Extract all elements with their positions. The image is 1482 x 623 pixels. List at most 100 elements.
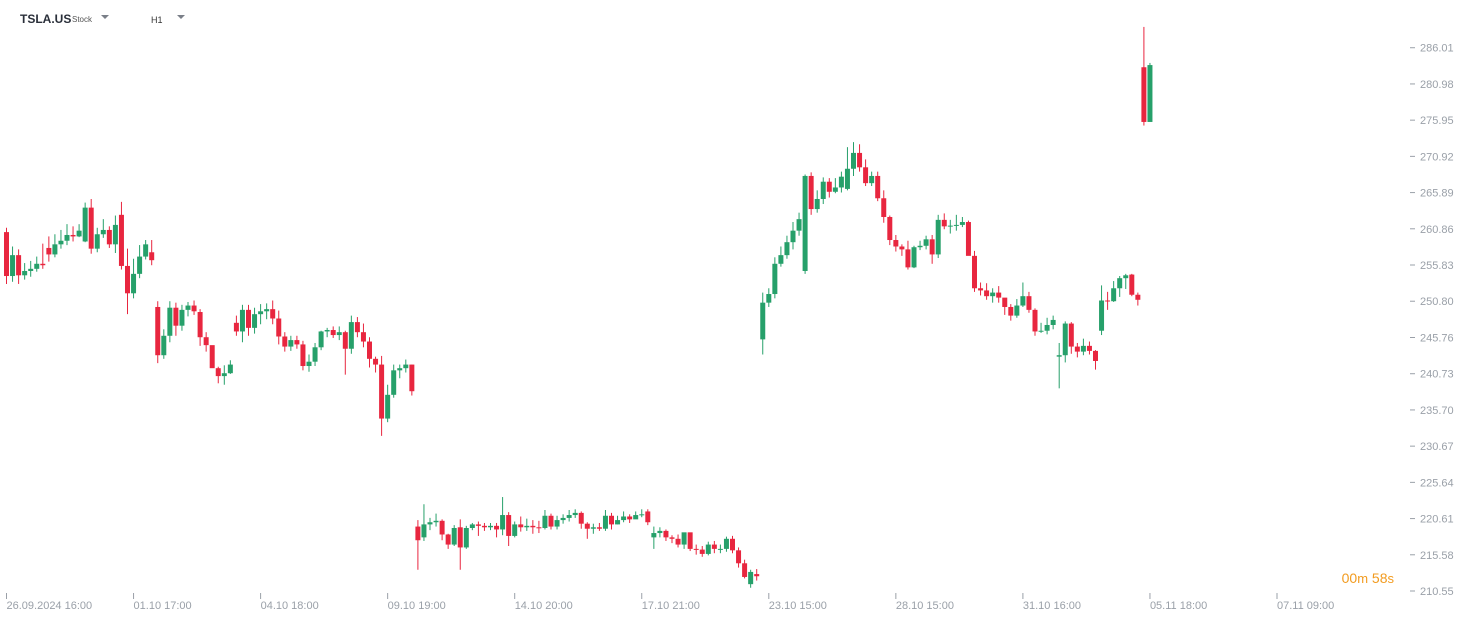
candle [46, 236, 52, 262]
candle [112, 215, 118, 253]
candle [239, 304, 245, 343]
candle-body [802, 175, 808, 271]
candle-body [233, 322, 239, 332]
candle [681, 532, 687, 549]
candle-body [58, 240, 64, 245]
candle [972, 250, 977, 292]
symbol-name[interactable]: TSLA.US [20, 12, 72, 26]
candle-body [615, 520, 621, 525]
candle-body [736, 550, 742, 564]
x-tick-label: 07.11 09:00 [1277, 600, 1334, 612]
candle [802, 174, 808, 274]
candle [814, 190, 820, 213]
candle [1099, 285, 1105, 336]
candle-body [167, 307, 173, 336]
candle-body [512, 524, 518, 536]
candle [197, 309, 203, 346]
candle [1044, 317, 1050, 335]
candle-body [844, 168, 850, 189]
candle [566, 510, 572, 522]
candle-body [1008, 306, 1014, 316]
candle [512, 521, 518, 538]
candle [1117, 276, 1123, 297]
candle-body [258, 311, 264, 315]
candle [675, 534, 681, 548]
candle-body [542, 515, 548, 529]
candle-body [663, 530, 669, 538]
candle [463, 525, 469, 549]
candle [984, 283, 990, 300]
candle-body [10, 255, 16, 277]
candle [717, 544, 723, 554]
timeframe-dropdown-icon[interactable] [177, 15, 185, 19]
candle [100, 219, 106, 238]
candle [820, 177, 826, 205]
candle-body [730, 538, 735, 551]
candle-body [173, 307, 179, 326]
candle [893, 234, 899, 252]
countdown-minutes: 00 [1341, 570, 1358, 586]
candle [772, 257, 778, 299]
candle [796, 212, 802, 236]
candle-body [318, 331, 324, 348]
candle-body [118, 214, 124, 266]
candle-body [560, 517, 566, 521]
candle-body [46, 247, 52, 255]
candle [929, 234, 935, 264]
candle-body [1099, 300, 1105, 331]
candle [451, 525, 457, 547]
candle-body [869, 175, 875, 184]
candle [935, 214, 941, 259]
candle-body [367, 341, 372, 359]
candle-body [705, 544, 711, 554]
candle-body [379, 364, 385, 419]
candle [633, 511, 639, 520]
candle [844, 147, 850, 191]
y-tick-label: 265.89 [1420, 188, 1454, 200]
candle-body [185, 305, 191, 310]
candle-body [766, 294, 772, 303]
candle [778, 246, 784, 267]
candle [905, 240, 911, 270]
candle [578, 511, 584, 529]
candle-body [602, 515, 608, 529]
candle [1002, 297, 1008, 315]
x-axis: 26.09.2024 16:00 01.10 17:00 04.10 18:00 09… [6, 593, 1334, 612]
countdown-minutes-unit: m [1357, 571, 1369, 586]
candle-body [106, 229, 112, 245]
candle [360, 323, 366, 348]
candle-body [197, 312, 203, 338]
candle [826, 178, 832, 198]
symbol-dropdown-icon[interactable] [101, 15, 109, 19]
candle-body [1117, 278, 1123, 289]
candle-body [863, 167, 869, 184]
candle-body [566, 515, 572, 518]
candle [899, 244, 905, 256]
candle [560, 514, 566, 524]
candle-body [252, 314, 258, 328]
candle [118, 201, 124, 270]
candle [887, 215, 893, 246]
candle [953, 214, 959, 231]
candle [221, 365, 227, 385]
candle-body [627, 516, 633, 520]
candle-body [639, 514, 645, 516]
candle [857, 144, 863, 172]
candle-body [699, 549, 705, 554]
candle-body [754, 574, 760, 577]
candle-body [693, 548, 699, 550]
candle-body [911, 247, 917, 268]
candle [131, 258, 137, 299]
candle [627, 514, 633, 523]
candle-body [300, 344, 306, 367]
candle-body [518, 524, 524, 528]
timeframe-selector[interactable]: H1 [151, 15, 163, 25]
candle [554, 515, 560, 530]
candle-body [584, 523, 590, 529]
candle-body [929, 239, 935, 255]
candle-body [1129, 274, 1135, 295]
candle [990, 288, 996, 303]
candle [203, 332, 209, 352]
candle [445, 533, 451, 549]
